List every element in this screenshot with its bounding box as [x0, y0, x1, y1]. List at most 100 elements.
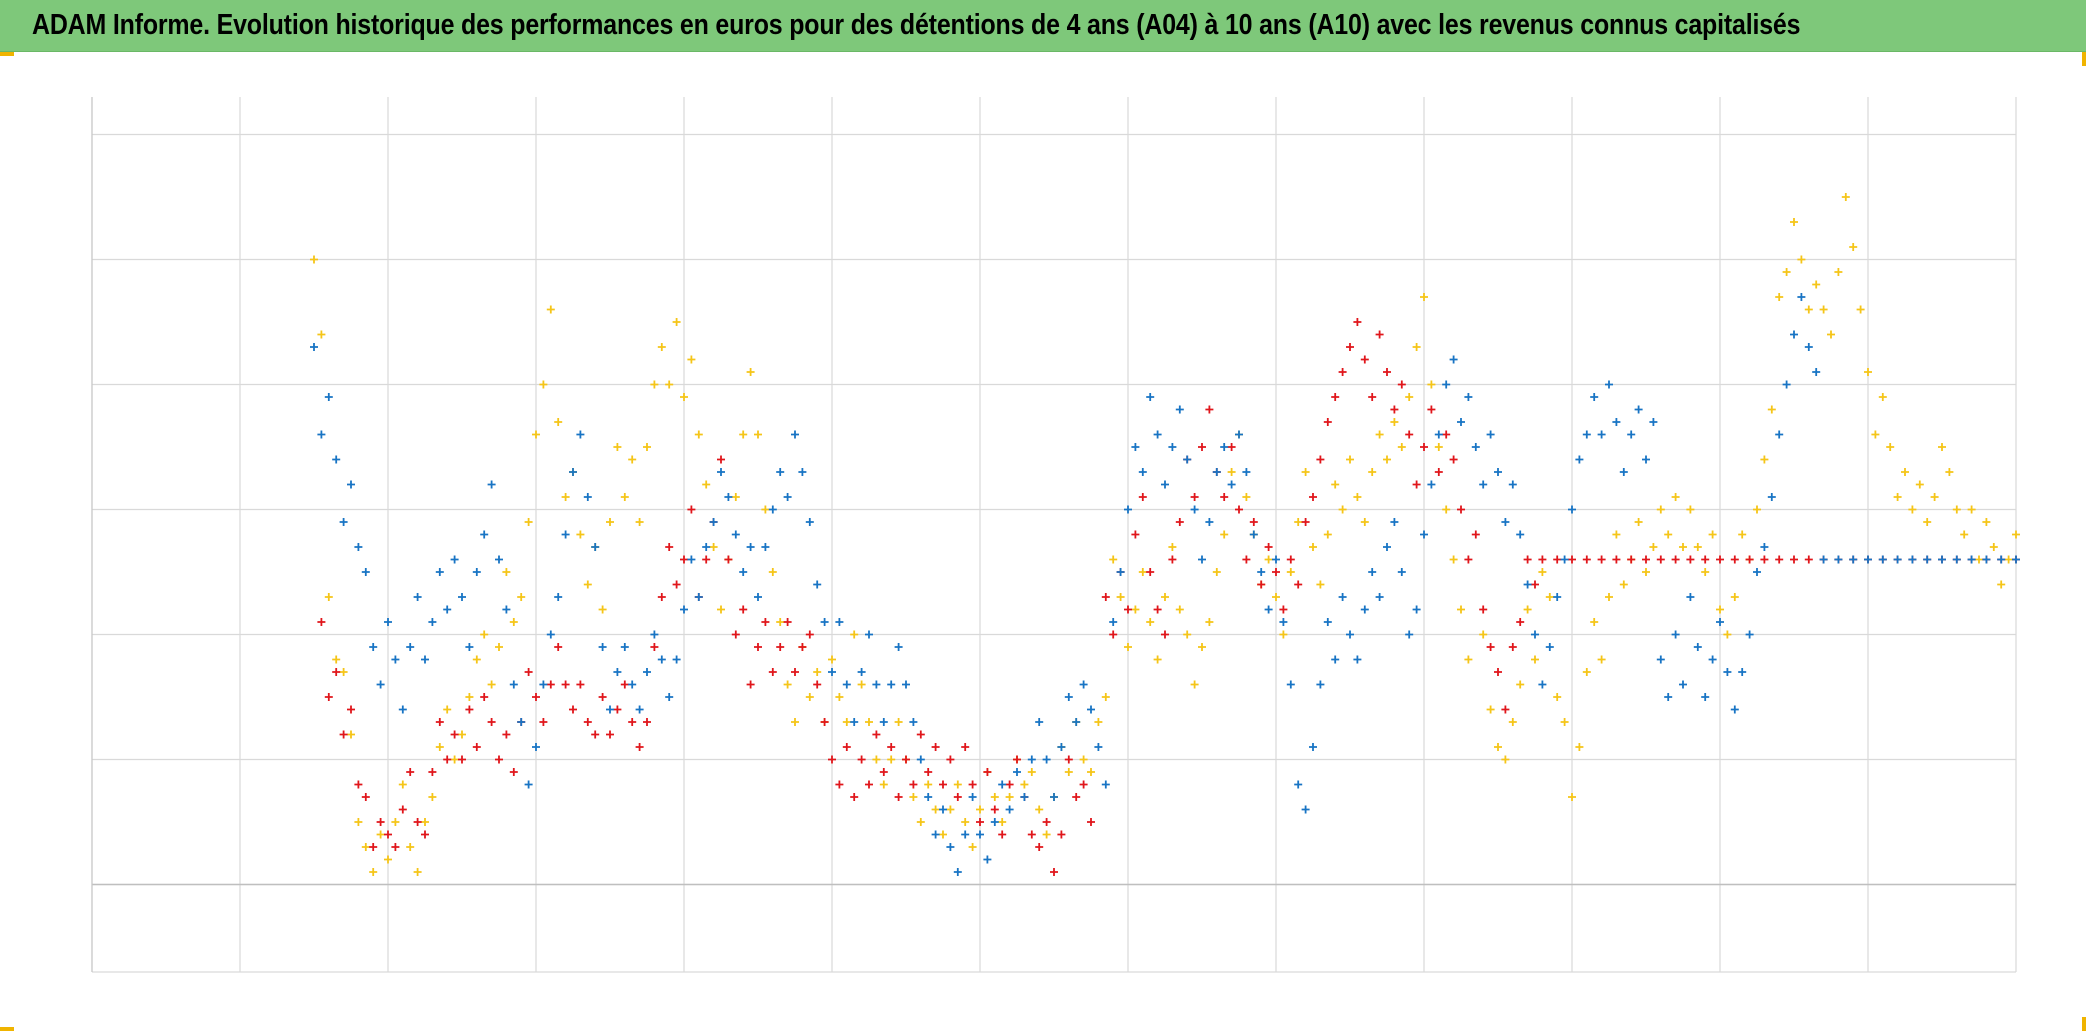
- data-point-series-3: [1767, 493, 1776, 501]
- data-point-series-1: [650, 380, 659, 389]
- data-point-series-1: [635, 518, 644, 526]
- data-point-series-3: [1390, 518, 1399, 526]
- data-point-series-3: [835, 618, 844, 626]
- data-point-series-1: [1479, 630, 1488, 639]
- data-point-series-1: [1286, 568, 1295, 576]
- data-point-series-3: [472, 568, 481, 576]
- data-point-series-1: [1908, 505, 1917, 514]
- data-point-series-1: [1116, 593, 1125, 601]
- data-point-series-2: [1316, 455, 1325, 464]
- data-point-series-1: [657, 343, 666, 351]
- data-point-series-2: [569, 705, 577, 714]
- data-point-series-3: [879, 718, 888, 726]
- data-point-series-2: [1538, 555, 1547, 564]
- data-point-series-3: [1923, 555, 1932, 564]
- data-point-series-2: [450, 730, 459, 739]
- data-point-series-3: [1442, 380, 1451, 389]
- data-point-series-3: [1064, 693, 1073, 701]
- data-point-series-2: [465, 705, 474, 714]
- data-point-series-1: [1982, 518, 1991, 526]
- data-point-series-3: [798, 468, 807, 476]
- data-point-series-1: [1020, 780, 1029, 789]
- data-point-series-1: [1094, 718, 1103, 726]
- data-point-series-1: [1405, 393, 1414, 401]
- data-point-series-2: [1205, 405, 1214, 414]
- data-point-series-3: [828, 668, 836, 676]
- data-point-series-3: [939, 805, 947, 814]
- data-point-series-2: [1079, 780, 1088, 789]
- data-point-series-3: [1353, 655, 1362, 664]
- data-point-series-3: [583, 493, 592, 501]
- data-point-series-2: [635, 743, 644, 751]
- data-point-series-1: [1457, 605, 1465, 614]
- data-point-series-2: [1790, 555, 1798, 564]
- data-point-series-2: [813, 680, 822, 689]
- data-point-series-1: [1124, 643, 1132, 651]
- data-point-series-3: [569, 468, 577, 476]
- data-point-series-2: [1042, 818, 1051, 826]
- data-point-series-2: [1057, 830, 1066, 839]
- data-point-series-3: [339, 518, 348, 526]
- data-point-series-3: [1235, 430, 1243, 439]
- data-point-series-2: [998, 830, 1007, 839]
- data-point-series-1: [1605, 593, 1613, 601]
- data-point-series-3: [391, 655, 400, 664]
- data-point-series-3: [1309, 743, 1317, 751]
- data-point-series-3: [1057, 743, 1066, 751]
- data-point-series-2: [1027, 830, 1036, 839]
- data-point-series-1: [354, 818, 363, 826]
- data-point-series-2: [909, 780, 918, 789]
- data-point-series-1: [1656, 505, 1665, 514]
- data-point-series-1: [1649, 543, 1658, 551]
- data-point-series-2: [1353, 318, 1362, 326]
- data-point-series-3: [1560, 555, 1569, 564]
- data-point-series-3: [872, 680, 881, 689]
- data-point-series-1: [1175, 605, 1184, 614]
- data-point-series-3: [1612, 418, 1621, 426]
- data-point-series-1: [1597, 655, 1606, 664]
- data-point-series-1: [702, 480, 711, 489]
- data-point-series-2: [939, 780, 947, 789]
- data-point-series-1: [739, 430, 748, 439]
- data-point-series-3: [324, 393, 333, 401]
- data-point-series-2: [1464, 555, 1473, 564]
- data-point-series-2: [1686, 555, 1695, 564]
- data-point-series-2: [1486, 643, 1495, 651]
- data-point-series-1: [1064, 768, 1073, 776]
- data-point-series-3: [1249, 530, 1258, 539]
- data-point-series-3: [1383, 543, 1391, 551]
- data-point-series-2: [887, 743, 896, 751]
- data-point-series-2: [1227, 443, 1236, 451]
- data-point-series-3: [369, 643, 378, 651]
- data-point-series-3: [680, 605, 688, 614]
- data-point-series-2: [1109, 630, 1118, 639]
- data-point-series-3: [1782, 380, 1791, 389]
- data-point-series-2: [1457, 505, 1465, 514]
- data-point-series-1: [761, 505, 770, 514]
- data-point-series-1: [976, 805, 984, 814]
- data-point-series-3: [554, 593, 563, 601]
- data-point-series-1: [1309, 543, 1317, 551]
- data-point-series-1: [1027, 768, 1036, 776]
- data-point-series-1: [813, 668, 822, 676]
- data-point-series-3: [1701, 693, 1710, 701]
- data-point-series-3: [1360, 605, 1369, 614]
- data-point-series-2: [361, 793, 370, 801]
- data-point-series-2: [1568, 555, 1576, 564]
- data-point-series-3: [1716, 618, 1724, 626]
- data-point-series-1: [1582, 668, 1591, 676]
- data-point-series-2: [1050, 868, 1058, 876]
- data-point-series-1: [487, 680, 496, 689]
- data-point-series-3: [1397, 568, 1406, 576]
- data-point-series-2: [539, 718, 548, 726]
- data-point-series-2: [1420, 443, 1428, 451]
- data-point-series-3: [398, 705, 407, 714]
- data-point-series-3: [1775, 430, 1784, 439]
- data-point-series-2: [413, 818, 422, 826]
- data-point-series-2: [1516, 618, 1525, 626]
- data-point-series-2: [339, 730, 348, 739]
- data-point-series-3: [731, 530, 740, 539]
- data-point-series-3: [1161, 480, 1169, 489]
- data-point-series-3: [1568, 505, 1576, 514]
- data-point-series-3: [1079, 680, 1088, 689]
